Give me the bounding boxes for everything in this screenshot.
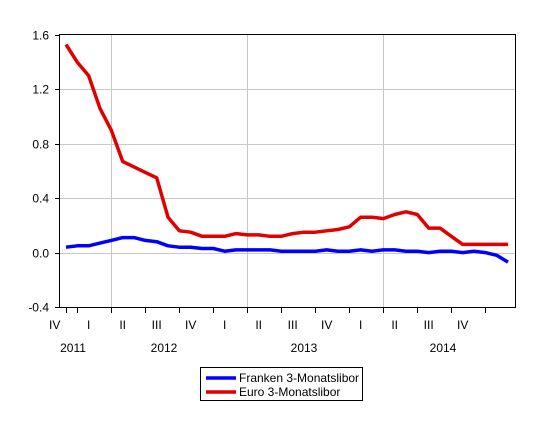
y-tick-label: 0.0 <box>32 247 49 261</box>
y-tick-label: -0.4 <box>28 301 49 315</box>
y-tick-label: 0.8 <box>32 138 49 152</box>
x-year-label: 2011 <box>60 341 86 355</box>
series-lines <box>64 43 509 264</box>
x-year-label: 2013 <box>291 341 318 355</box>
x-quarter-label: III <box>288 318 298 332</box>
x-quarter-label: I <box>359 318 362 332</box>
series-line-2 <box>64 43 508 247</box>
x-quarter-label: II <box>391 318 398 332</box>
x-quarter-label: II <box>255 318 262 332</box>
x-year-label: 2012 <box>151 341 178 355</box>
legend-label-2: Euro 3-Monatslibor <box>239 385 340 399</box>
series-line-1 <box>65 235 509 264</box>
x-quarter-label: I <box>223 318 226 332</box>
y-tick-label: 0.4 <box>32 192 49 206</box>
x-quarter-label: IV <box>457 318 468 332</box>
x-year-label: 2014 <box>430 341 457 355</box>
x-quarter-label: III <box>424 318 434 332</box>
grid-lines <box>60 35 515 307</box>
x-quarter-label: II <box>119 318 126 332</box>
plot-frame <box>59 34 516 308</box>
x-quarter-label: I <box>87 318 90 332</box>
x-quarter-label: IV <box>321 318 332 332</box>
y-tick-label: 1.6 <box>32 29 49 43</box>
x-quarter-label: IV <box>185 318 196 332</box>
y-tick-label: 1.2 <box>32 83 49 97</box>
x-quarter-label: IV <box>49 318 60 332</box>
y-axis: -0.4 0.0 0.4 0.8 1.2 1.6 <box>28 29 60 315</box>
x-quarter-label: III <box>152 318 162 332</box>
legend-label-1: Franken 3-Monatslibor <box>239 371 359 385</box>
legend-box <box>200 367 363 401</box>
